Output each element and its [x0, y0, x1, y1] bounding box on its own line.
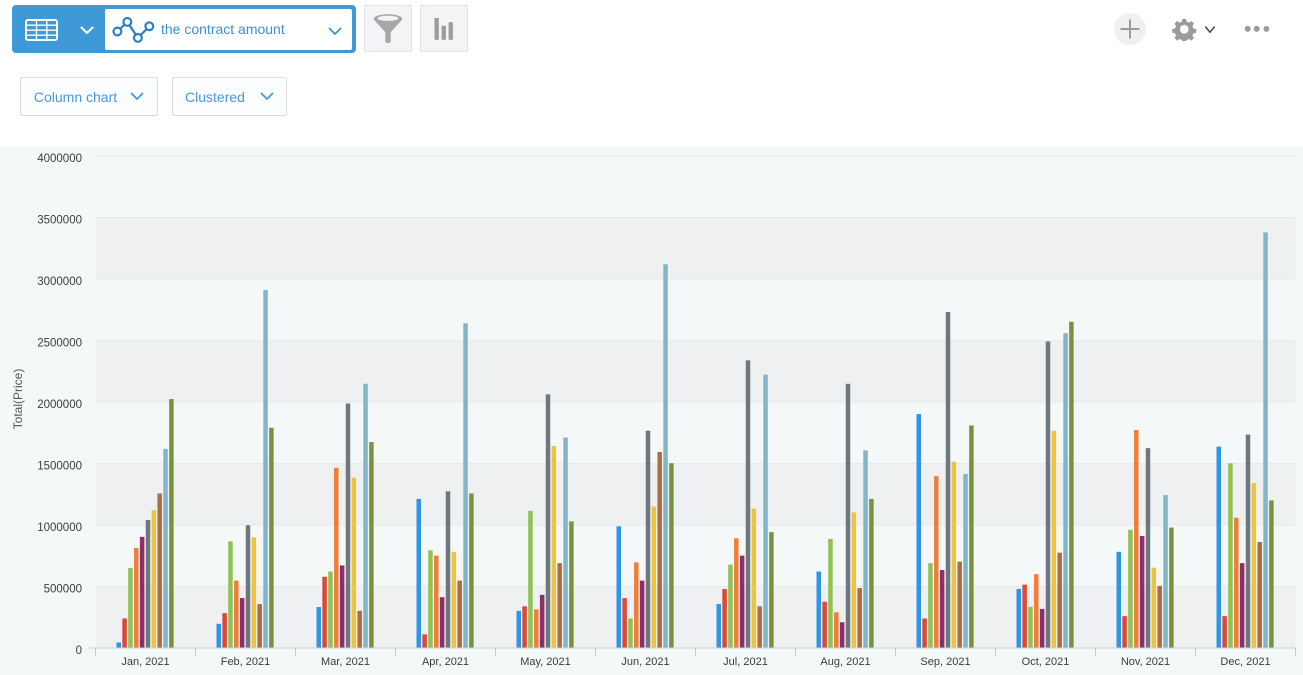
svg-text:3500000: 3500000	[37, 215, 82, 227]
svg-text:500000: 500000	[44, 584, 82, 596]
svg-text:4000000: 4000000	[37, 153, 82, 165]
svg-text:2000000: 2000000	[37, 399, 82, 411]
svg-text:Apr, 2021: Apr, 2021	[422, 656, 469, 668]
svg-text:0: 0	[76, 645, 82, 657]
svg-text:2500000: 2500000	[37, 338, 82, 350]
svg-text:Jan, 2021: Jan, 2021	[121, 656, 169, 668]
svg-text:Total(Price): Total(Price)	[11, 369, 25, 430]
svg-text:Jun, 2021: Jun, 2021	[621, 656, 669, 668]
svg-text:3000000: 3000000	[37, 276, 82, 288]
svg-text:1500000: 1500000	[37, 461, 82, 473]
svg-text:May, 2021: May, 2021	[520, 656, 571, 668]
svg-text:Feb, 2021: Feb, 2021	[221, 656, 271, 668]
svg-text:1000000: 1000000	[37, 522, 82, 534]
svg-text:Aug, 2021: Aug, 2021	[820, 656, 870, 668]
svg-text:Oct, 2021: Oct, 2021	[1022, 656, 1070, 668]
svg-text:Dec, 2021: Dec, 2021	[1220, 656, 1270, 668]
svg-text:Jul, 2021: Jul, 2021	[723, 656, 768, 668]
svg-text:Nov, 2021: Nov, 2021	[1121, 656, 1170, 668]
svg-text:Sep, 2021: Sep, 2021	[920, 656, 970, 668]
svg-text:Mar, 2021: Mar, 2021	[321, 656, 370, 668]
